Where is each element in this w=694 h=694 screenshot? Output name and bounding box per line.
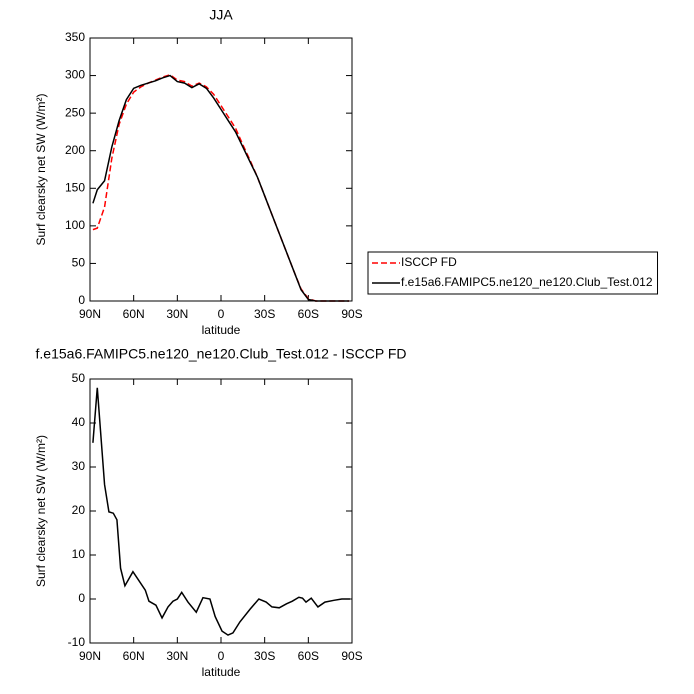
x-axis-label: latitude <box>202 665 241 679</box>
x-tick-label: 30S <box>254 307 275 321</box>
y-tick-label: 0 <box>78 293 85 307</box>
x-tick-label: 30S <box>254 649 275 663</box>
data-line <box>92 74 350 302</box>
x-tick-label: 60N <box>123 307 145 321</box>
x-tick-label: 60S <box>298 649 319 663</box>
y-axis-label: Surf clearsky net SW (W/m²) <box>34 435 48 587</box>
plot-frame <box>89 37 353 302</box>
y-tick-label: 50 <box>72 371 86 385</box>
x-tick-label: 30N <box>166 649 188 663</box>
legend-label: f.e15a6.FAMIPC5.ne120_ne120.Club_Test.01… <box>401 275 653 289</box>
x-tick-label: 60S <box>298 307 319 321</box>
x-tick-label: 60N <box>123 649 145 663</box>
x-tick-label: 90S <box>341 307 362 321</box>
legend-frame <box>367 251 659 295</box>
chart-title: JJA <box>209 7 233 23</box>
x-tick-label: 90N <box>79 307 101 321</box>
y-axis-label: Surf clearsky net SW (W/m²) <box>34 93 48 245</box>
x-tick-label: 0 <box>218 649 225 663</box>
x-tick-label: 90N <box>79 649 101 663</box>
y-tick-label: 10 <box>72 547 86 561</box>
y-tick-label: 40 <box>72 415 86 429</box>
chart-title: f.e15a6.FAMIPC5.ne120_ne120.Club_Test.01… <box>36 346 407 362</box>
y-tick-label: 300 <box>65 68 85 82</box>
y-tick-label: 0 <box>78 591 85 605</box>
legend: ISCCP FD f.e15a6.FAMIPC5.ne120_ne120.Club… <box>367 251 659 295</box>
y-tick-label: 250 <box>65 105 85 119</box>
y-tick-label: 350 <box>65 30 85 44</box>
plot-frame <box>89 378 353 644</box>
y-tick-label: 200 <box>65 143 85 157</box>
data-line <box>92 387 350 636</box>
y-tick-label: 100 <box>65 218 85 232</box>
y-tick-label: 20 <box>72 503 86 517</box>
x-tick-label: 90S <box>341 649 362 663</box>
x-axis-label: latitude <box>202 323 241 337</box>
x-tick-label: 30N <box>166 307 188 321</box>
y-tick-label: -10 <box>68 635 86 649</box>
y-tick-label: 50 <box>72 256 86 270</box>
y-tick-label: 150 <box>65 180 85 194</box>
x-tick-label: 0 <box>218 307 225 321</box>
legend-label: ISCCP FD <box>401 255 457 269</box>
y-tick-label: 30 <box>72 459 86 473</box>
